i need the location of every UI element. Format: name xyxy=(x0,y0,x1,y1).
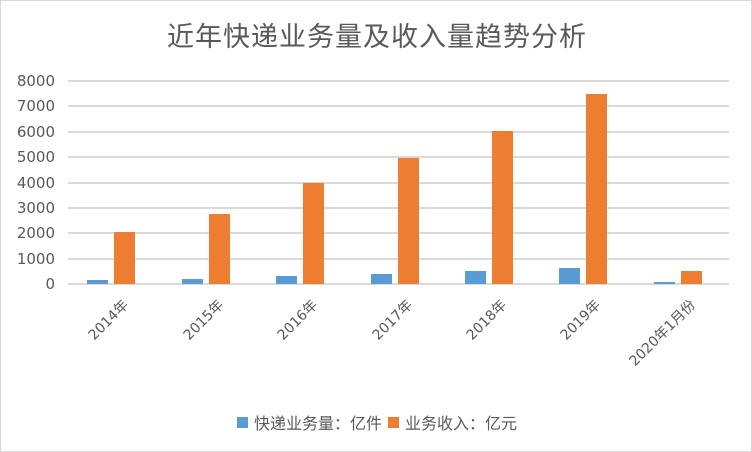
y-tick-label: 7000 xyxy=(16,97,55,116)
bar-volume xyxy=(276,276,298,284)
y-tick-label: 2000 xyxy=(16,224,55,243)
y-tick-label: 6000 xyxy=(16,122,55,141)
gridline xyxy=(68,80,729,82)
bar-revenue xyxy=(680,271,702,284)
legend-item-revenue: 业务收入：亿元 xyxy=(388,410,517,434)
bar-volume xyxy=(653,282,675,284)
gridline xyxy=(68,130,729,133)
bar-volume xyxy=(370,273,392,284)
y-tick-label: 4000 xyxy=(16,173,55,192)
gridline xyxy=(68,105,729,108)
x-tick-label: 2017年 xyxy=(369,297,416,344)
y-tick-label: 3000 xyxy=(16,198,55,217)
bar-revenue xyxy=(491,130,513,284)
bar-revenue xyxy=(208,213,230,284)
bar-volume xyxy=(87,280,109,284)
bar-volume xyxy=(559,267,581,284)
y-tick-label: 1000 xyxy=(16,249,55,268)
chart-title: 近年快递业务量及收入量趋势分析 xyxy=(167,22,587,53)
y-tick-label: 8000 xyxy=(16,72,55,90)
y-tick-label: 0 xyxy=(45,275,55,293)
x-tick-label: 2016年 xyxy=(274,297,322,344)
bar-revenue xyxy=(114,232,136,284)
bar-revenue xyxy=(303,183,325,284)
bar-volume xyxy=(181,278,203,284)
x-tick-label: 2019年 xyxy=(558,297,605,344)
x-tick-label: 2015年 xyxy=(180,297,227,344)
bar-revenue xyxy=(397,158,419,284)
legend-label-volume: 快递业务量：亿件 xyxy=(253,414,382,433)
x-tick-label: 2018年 xyxy=(463,297,510,344)
y-tick-label: 5000 xyxy=(16,148,55,167)
bar-volume xyxy=(464,271,486,284)
gridline xyxy=(68,156,729,159)
legend-item-volume: 快递业务量：亿件 xyxy=(236,410,382,434)
bar-revenue xyxy=(586,93,608,284)
x-tick-label: 2020年1月份 xyxy=(626,297,699,370)
legend-label-revenue: 业务收入：亿元 xyxy=(405,414,518,433)
legend-swatch-volume xyxy=(236,416,248,428)
gridline xyxy=(68,283,729,285)
legend: 快递业务量：亿件 业务收入：亿元 xyxy=(1,410,752,434)
x-tick-label: 2014年 xyxy=(85,297,133,344)
legend-swatch-revenue xyxy=(388,416,399,428)
